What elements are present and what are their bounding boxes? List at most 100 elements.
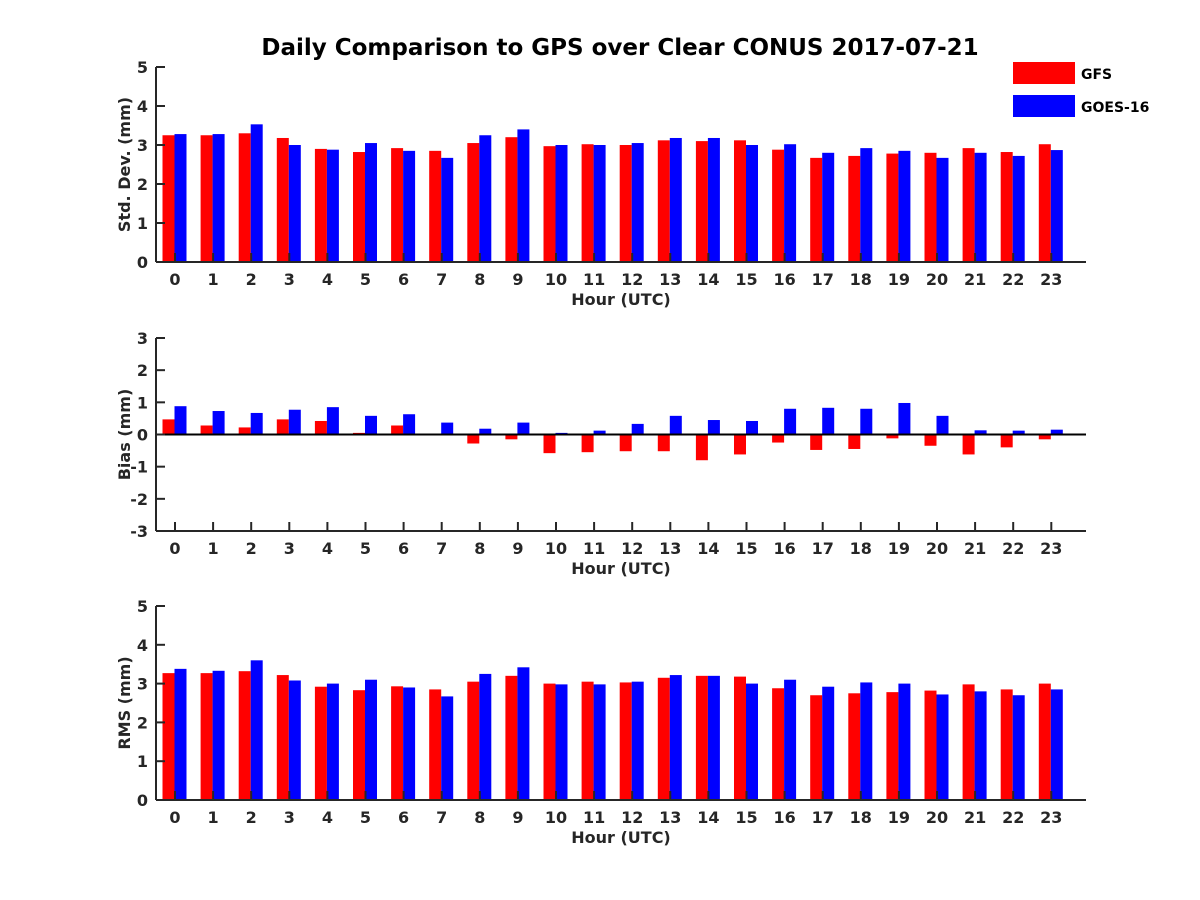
rms-bar-gfs-hour-19 xyxy=(886,692,899,800)
bias-x-tick-label: 21 xyxy=(964,539,986,558)
rms-bar-goes16-hour-7 xyxy=(441,696,454,800)
legend-swatch-gfs xyxy=(1013,62,1075,84)
std-dev-bar-gfs-hour-14 xyxy=(695,141,708,262)
rms-x-tick-label: 2 xyxy=(246,808,257,827)
rms-x-tick-label: 6 xyxy=(398,808,409,827)
bias-bar-gfs-hour-22 xyxy=(1000,434,1013,448)
std-dev-bar-goes16-hour-14 xyxy=(707,137,720,262)
std-dev-bar-gfs-hour-18 xyxy=(848,155,861,262)
std-dev-bar-goes16-hour-15 xyxy=(746,145,758,262)
bias-x-tick-label: 10 xyxy=(545,539,567,558)
rms-bar-goes16-hour-11 xyxy=(593,684,606,800)
rms-x-tick-label: 15 xyxy=(735,808,757,827)
std-dev-bar-gfs-hour-16 xyxy=(772,149,785,262)
std-dev-x-tick-label: 0 xyxy=(169,270,180,289)
rms-bar-goes16-hour-17 xyxy=(822,686,835,800)
rms-y-tick-label: 0 xyxy=(137,791,148,810)
bias-x-tick-label: 0 xyxy=(169,539,180,558)
bias-bar-gfs-hour-17 xyxy=(810,434,823,450)
rms-bar-gfs-hour-3 xyxy=(276,675,289,800)
bias-x-tick-label: 19 xyxy=(888,539,910,558)
std-dev-x-tick-label: 14 xyxy=(697,270,719,289)
std-dev-bar-gfs-hour-7 xyxy=(429,150,442,262)
std-dev-y-axis-label: Std. Dev. (mm) xyxy=(115,97,134,232)
std-dev-bar-gfs-hour-19 xyxy=(886,153,899,262)
std-dev-bar-goes16-hour-8 xyxy=(479,135,492,262)
bias-bar-gfs-hour-3 xyxy=(276,419,289,435)
bias-x-tick-label: 7 xyxy=(436,539,447,558)
rms-bar-gfs-hour-20 xyxy=(924,690,937,800)
std-dev-bar-gfs-hour-23 xyxy=(1038,144,1051,262)
rms-bar-goes16-hour-3 xyxy=(288,680,301,800)
bias-y-tick-label: 1 xyxy=(137,393,148,412)
bias-bar-gfs-hour-8 xyxy=(467,434,480,444)
bias-x-tick-label: 3 xyxy=(284,539,295,558)
rms-x-tick-label: 22 xyxy=(1002,808,1024,827)
std-dev-bar-goes16-hour-0 xyxy=(174,134,187,262)
rms-x-tick-label: 16 xyxy=(773,808,795,827)
rms-bar-goes16-hour-14 xyxy=(707,675,720,800)
rms-bar-goes16-hour-23 xyxy=(1050,689,1063,800)
rms-x-tick-label: 21 xyxy=(964,808,986,827)
bias-bar-gfs-hour-18 xyxy=(848,434,861,449)
bias-bar-goes16-hour-23 xyxy=(1050,429,1063,435)
std-dev-x-tick-label: 22 xyxy=(1002,270,1024,289)
rms-x-tick-label: 14 xyxy=(697,808,719,827)
std-dev-bar-gfs-hour-10 xyxy=(543,146,556,262)
rms-bar-gfs-hour-23 xyxy=(1038,683,1051,800)
bias-bar-goes16-hour-7 xyxy=(441,422,454,435)
std-dev-bar-goes16-hour-10 xyxy=(555,145,568,262)
std-dev-x-tick-label: 9 xyxy=(512,270,523,289)
rms-x-tick-label: 17 xyxy=(812,808,834,827)
std-dev-bar-gfs-hour-9 xyxy=(505,137,518,262)
rms-bar-goes16-hour-6 xyxy=(403,687,416,800)
std-dev-x-tick-label: 20 xyxy=(926,270,948,289)
std-dev-bar-gfs-hour-22 xyxy=(1000,152,1013,262)
rms-bar-goes16-hour-22 xyxy=(1012,695,1025,800)
std-dev-bar-goes16-hour-2 xyxy=(250,124,263,262)
std-dev-x-tick-label: 21 xyxy=(964,270,986,289)
bias-bar-goes16-hour-8 xyxy=(479,428,492,435)
bias-bar-gfs-hour-12 xyxy=(619,434,632,452)
rms-bar-gfs-hour-8 xyxy=(467,681,480,800)
bias-y-tick-label: 3 xyxy=(137,329,148,348)
bias-bar-gfs-hour-14 xyxy=(695,434,708,461)
bias-x-tick-label: 20 xyxy=(926,539,948,558)
rms-x-tick-label: 3 xyxy=(284,808,295,827)
std-dev-bar-goes16-hour-9 xyxy=(517,129,530,262)
bias-bar-gfs-hour-6 xyxy=(391,425,404,435)
bias-x-tick-label: 13 xyxy=(659,539,681,558)
std-dev-x-tick-label: 7 xyxy=(436,270,447,289)
std-dev-y-tick-label: 5 xyxy=(137,58,148,77)
bias-x-tick-label: 18 xyxy=(850,539,872,558)
bias-x-tick-label: 1 xyxy=(208,539,219,558)
rms-bar-gfs-hour-22 xyxy=(1000,689,1013,800)
std-dev-bar-gfs-hour-15 xyxy=(734,140,746,262)
bias-bar-gfs-hour-11 xyxy=(581,434,594,453)
rms-bar-goes16-hour-15 xyxy=(746,683,758,800)
legend-label-goes16: GOES-16 xyxy=(1081,100,1149,116)
std-dev-x-tick-label: 6 xyxy=(398,270,409,289)
rms-x-tick-label: 4 xyxy=(322,808,333,827)
rms-bar-goes16-hour-20 xyxy=(936,694,949,800)
bias-bar-gfs-hour-9 xyxy=(505,434,518,440)
rms-x-tick-label: 7 xyxy=(436,808,447,827)
rms-bar-goes16-hour-8 xyxy=(479,673,492,800)
std-dev-x-axis-label: Hour (UTC) xyxy=(571,290,671,309)
bias-y-tick-label: 0 xyxy=(137,426,148,445)
rms-bar-gfs-hour-14 xyxy=(695,675,708,800)
rms-y-tick-label: 3 xyxy=(137,675,148,694)
rms-y-tick-label: 1 xyxy=(137,752,148,771)
bias-bar-goes16-hour-9 xyxy=(517,422,530,435)
rms-bar-gfs-hour-9 xyxy=(505,675,518,800)
rms-bar-gfs-hour-15 xyxy=(734,676,746,800)
bias-bar-goes16-hour-13 xyxy=(669,415,682,435)
bias-y-tick-label: 2 xyxy=(137,361,148,380)
bias-bar-gfs-hour-16 xyxy=(772,434,785,443)
bias-y-tick-label: -3 xyxy=(130,522,148,541)
bias-x-tick-label: 22 xyxy=(1002,539,1024,558)
std-dev-y-tick-label: 0 xyxy=(137,253,148,272)
rms-bar-gfs-hour-12 xyxy=(619,682,632,800)
bias-x-tick-label: 23 xyxy=(1040,539,1062,558)
